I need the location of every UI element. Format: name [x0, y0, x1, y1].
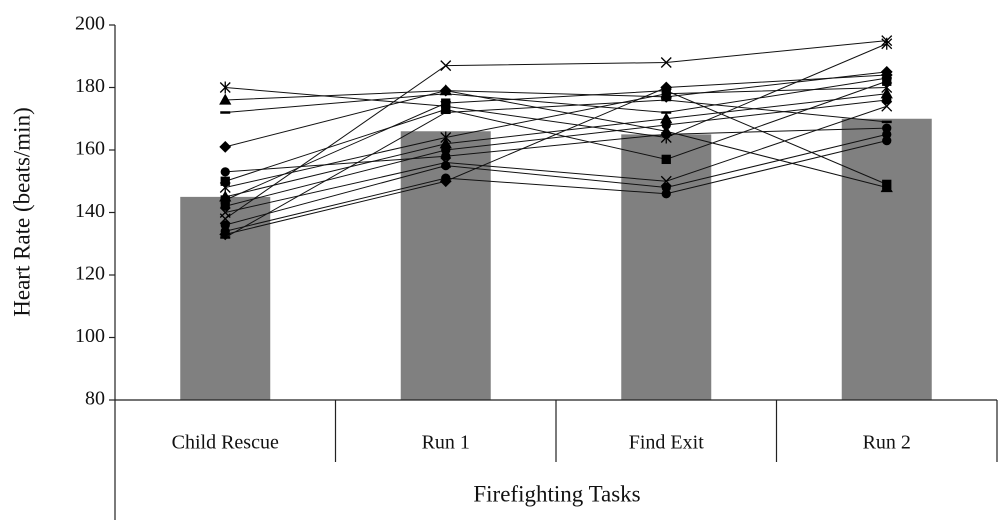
marker [441, 98, 451, 108]
bar [621, 134, 712, 400]
marker [219, 81, 231, 94]
participant-line [225, 93, 887, 198]
participant-line [225, 127, 887, 173]
participant-line [225, 74, 887, 235]
y-tick-label: 140 [75, 200, 105, 222]
marker [882, 179, 892, 190]
marker [220, 167, 230, 177]
marker [661, 189, 671, 199]
participant-line [225, 90, 887, 188]
x-tick-label: Run 2 [863, 432, 911, 454]
marker [441, 145, 451, 155]
marker [882, 95, 892, 105]
marker [661, 129, 671, 140]
participant-line [225, 99, 887, 207]
participant-line [225, 90, 887, 201]
marker [660, 57, 672, 68]
marker [881, 100, 893, 112]
x-tick-label: Child Rescue [172, 432, 279, 454]
marker [219, 93, 232, 105]
participant-line [225, 71, 887, 148]
y-axis-title: Heart Rate (beats/min) [9, 107, 34, 316]
y-tick-label: 180 [75, 75, 105, 97]
marker [441, 160, 451, 171]
marker [881, 37, 893, 50]
participant-line [225, 133, 887, 226]
participant-line [224, 40, 887, 220]
participant-line [225, 77, 887, 114]
y-tick-label: 100 [75, 325, 105, 347]
participant-line [225, 99, 887, 238]
participant-line [225, 87, 887, 188]
marker [661, 154, 671, 165]
x-tick-label: Run 1 [422, 432, 470, 454]
y-tick-label: 80 [85, 388, 105, 410]
marker [439, 175, 452, 188]
marker [440, 60, 452, 72]
bar [400, 131, 491, 400]
x-axis-title: Firefighting Tasks [473, 481, 640, 506]
y-tick-label: 200 [75, 13, 105, 35]
participant-line [225, 140, 887, 232]
participant-line [225, 105, 887, 213]
marker [219, 140, 232, 153]
bar [841, 118, 932, 400]
marker [661, 120, 671, 130]
marker [880, 69, 893, 81]
x-tick-label: Find Exit [629, 432, 704, 454]
marker [439, 84, 452, 97]
y-tick-label: 120 [75, 263, 105, 285]
marker [660, 81, 673, 94]
y-tick-label: 160 [75, 138, 105, 160]
marker [882, 135, 892, 146]
marker [220, 201, 230, 211]
marker [219, 207, 231, 218]
